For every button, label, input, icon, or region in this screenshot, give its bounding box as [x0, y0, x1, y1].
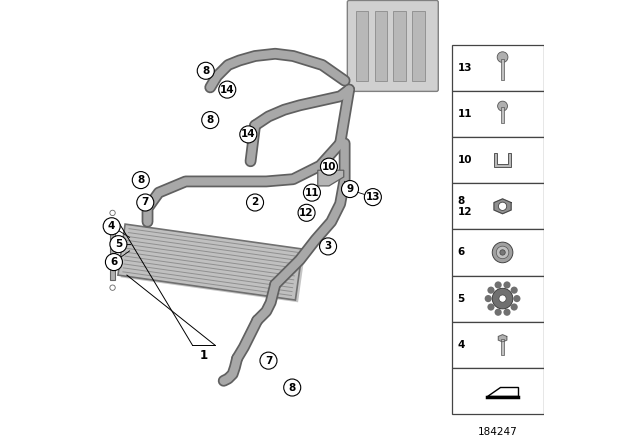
Text: 5: 5: [458, 293, 465, 304]
Bar: [452, 276, 544, 322]
Text: 9: 9: [346, 184, 353, 194]
Text: 8: 8: [202, 66, 209, 76]
Text: 14: 14: [220, 85, 235, 95]
Circle shape: [495, 309, 502, 316]
Circle shape: [219, 81, 236, 98]
Circle shape: [488, 303, 495, 310]
Bar: [452, 183, 544, 229]
Circle shape: [106, 254, 122, 271]
Circle shape: [303, 184, 321, 201]
Text: 8
12: 8 12: [458, 195, 472, 217]
Circle shape: [500, 250, 505, 255]
Bar: [500, 108, 504, 124]
Text: 1: 1: [200, 349, 207, 362]
Polygon shape: [499, 335, 507, 342]
Circle shape: [202, 112, 219, 129]
Circle shape: [511, 303, 518, 310]
Bar: [452, 229, 544, 276]
Text: 5: 5: [115, 239, 122, 249]
Circle shape: [110, 285, 115, 290]
Circle shape: [298, 204, 315, 221]
Circle shape: [495, 281, 502, 289]
Text: 11: 11: [458, 109, 472, 119]
Circle shape: [492, 289, 513, 309]
Bar: [500, 340, 504, 356]
Circle shape: [513, 295, 520, 302]
Polygon shape: [317, 170, 344, 186]
Text: 4: 4: [458, 340, 465, 350]
Circle shape: [484, 295, 492, 302]
Circle shape: [497, 52, 508, 63]
Text: 6: 6: [110, 257, 118, 267]
Bar: [356, 11, 369, 81]
Bar: [412, 11, 425, 81]
Polygon shape: [494, 199, 511, 214]
Text: 3: 3: [324, 241, 332, 251]
Text: 2: 2: [252, 198, 259, 207]
Circle shape: [110, 236, 127, 253]
Text: 14: 14: [241, 129, 255, 139]
Circle shape: [488, 287, 495, 294]
Circle shape: [103, 218, 120, 235]
Polygon shape: [120, 226, 305, 302]
Bar: [500, 59, 504, 80]
Text: 7: 7: [141, 198, 149, 207]
Text: 13: 13: [365, 192, 380, 202]
Circle shape: [499, 202, 507, 211]
Text: 11: 11: [305, 188, 319, 198]
Polygon shape: [110, 220, 115, 280]
Polygon shape: [118, 224, 303, 300]
Text: 12: 12: [300, 208, 314, 218]
Text: 8: 8: [137, 175, 145, 185]
Circle shape: [496, 246, 509, 259]
Text: 13: 13: [458, 63, 472, 73]
Circle shape: [246, 194, 264, 211]
Circle shape: [284, 379, 301, 396]
Circle shape: [319, 238, 337, 255]
Text: 10: 10: [458, 155, 472, 165]
Bar: [452, 137, 544, 183]
Circle shape: [511, 287, 518, 294]
Bar: [452, 368, 544, 414]
Circle shape: [240, 126, 257, 143]
Text: 7: 7: [265, 356, 272, 366]
Text: 4: 4: [108, 221, 115, 231]
Circle shape: [342, 181, 358, 198]
Circle shape: [132, 172, 149, 189]
Text: 184247: 184247: [478, 427, 518, 437]
Circle shape: [498, 101, 508, 111]
Circle shape: [504, 281, 511, 289]
Bar: [452, 91, 544, 137]
Circle shape: [260, 352, 277, 369]
Bar: [374, 11, 387, 81]
Text: 10: 10: [322, 162, 336, 172]
Circle shape: [504, 309, 511, 316]
Text: 8: 8: [289, 383, 296, 392]
Polygon shape: [487, 387, 518, 396]
Polygon shape: [494, 153, 511, 167]
Circle shape: [321, 158, 337, 175]
Circle shape: [197, 62, 214, 79]
Circle shape: [492, 242, 513, 263]
Circle shape: [137, 194, 154, 211]
Circle shape: [364, 189, 381, 206]
Bar: [394, 11, 406, 81]
FancyBboxPatch shape: [348, 0, 438, 91]
Circle shape: [110, 210, 115, 215]
Bar: [452, 322, 544, 368]
Text: 8: 8: [207, 115, 214, 125]
Text: 6: 6: [458, 247, 465, 258]
Circle shape: [499, 295, 506, 302]
Bar: [452, 45, 544, 91]
